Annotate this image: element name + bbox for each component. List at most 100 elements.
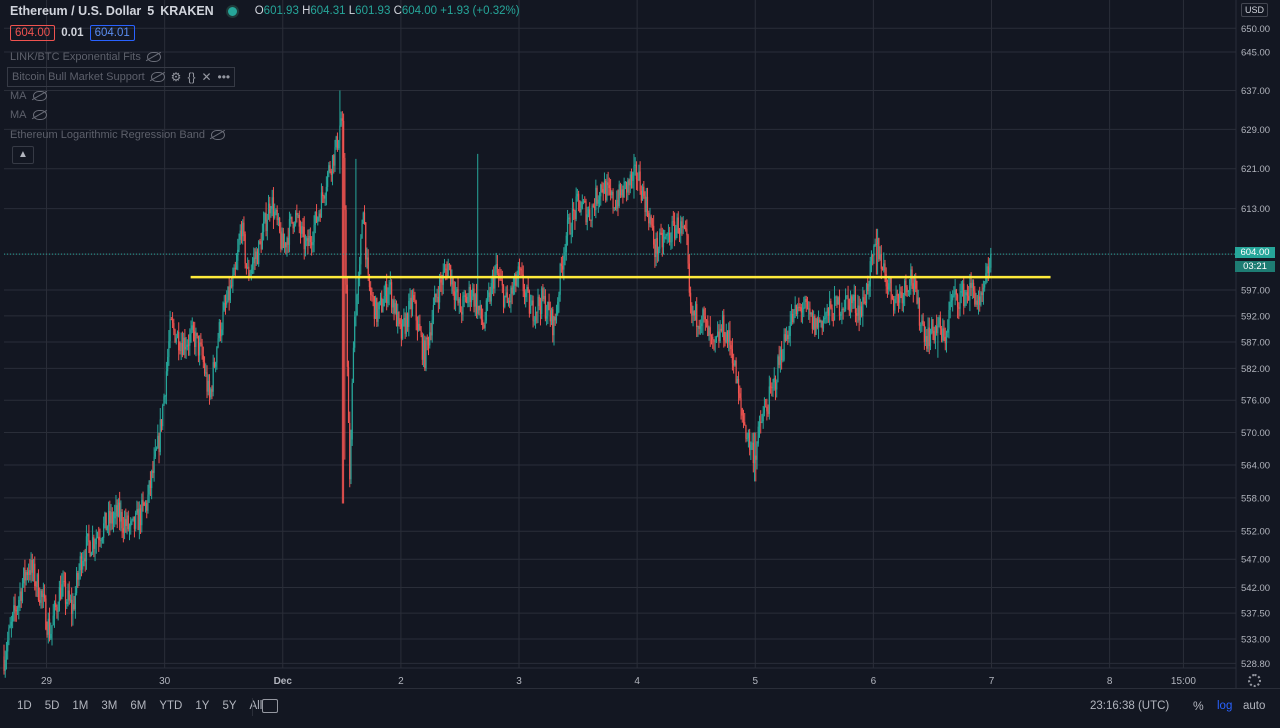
symbol-interval[interactable]: 5 [147,4,155,18]
gear-icon[interactable]: ⚙ [170,70,182,84]
candle [303,226,305,250]
buy-price-button[interactable]: 604.01 [89,25,135,41]
close-icon[interactable]: ✕ [201,70,212,84]
candle [414,300,416,302]
symbol-name[interactable]: Ethereum / U.S. Dollar [10,4,142,18]
candle [271,197,273,210]
candle [429,332,431,346]
candle [426,337,428,340]
symbol-exchange[interactable]: KRAKEN [160,4,214,18]
candle [233,267,235,276]
candle [256,251,259,265]
indicator-bull-market-support[interactable]: Bitcoin Bull Market Support ⚙ {} ✕ ••• [7,67,236,87]
candle [301,226,303,234]
price-axis-label: 637.00 [1241,86,1270,97]
candle [383,295,385,307]
more-icon[interactable]: ••• [217,70,231,84]
candle [662,238,665,248]
price-axis-label: 533.00 [1241,634,1270,645]
candle [190,329,192,335]
percent-scale-toggle[interactable]: % [1193,699,1204,713]
open-value: 601.93 [263,5,299,17]
candle [972,282,975,292]
candle [746,438,748,439]
candle [645,196,647,213]
candle [934,326,937,341]
candle [622,189,624,198]
candle [638,171,640,181]
candle [234,267,236,270]
candle [110,512,112,524]
go-to-date-icon[interactable] [262,699,278,713]
indicator-link-btc-fits[interactable]: LINK/BTC Exponential Fits [10,49,161,65]
eye-off-icon[interactable] [150,72,165,82]
candle [671,221,673,242]
candle [153,456,155,473]
candle [132,516,134,520]
collapse-legend-button[interactable]: ▲ [12,146,34,164]
range-1d[interactable]: 1D [17,700,32,712]
market-status-icon [225,4,239,18]
eye-off-icon[interactable] [32,91,47,101]
chart-settings-icon[interactable] [1248,674,1261,687]
candle [878,238,880,260]
candle [333,155,335,166]
candle [194,331,196,347]
candle [744,422,746,426]
candle [511,287,513,294]
range-3m[interactable]: 3M [101,700,118,712]
candle [938,317,940,325]
candle [821,320,823,329]
candle [672,221,674,223]
candle [324,195,326,199]
candle [322,192,324,197]
candle [757,426,759,444]
candle [789,321,791,336]
candle [717,331,719,337]
currency-label[interactable]: USD [1241,3,1269,17]
candle [664,236,666,239]
open-label: O [254,5,264,17]
candle [927,327,929,349]
log-scale-toggle[interactable]: log [1217,700,1233,712]
range-1y[interactable]: 1Y [195,700,210,712]
range-6m[interactable]: 6M [130,700,147,712]
range-1m[interactable]: 1M [72,700,89,712]
candles [3,90,992,678]
indicator-ma-2[interactable]: MA [10,107,47,123]
candle [480,305,483,320]
candle [705,319,708,321]
indicator-eth-log-regression[interactable]: Ethereum Logarithmic Regression Band [10,127,226,143]
range-ytd[interactable]: YTD [159,700,183,712]
utc-clock[interactable]: 23:16:38 (UTC) [1090,700,1170,712]
candle [859,306,861,321]
candle [720,328,722,331]
range-5y[interactable]: 5Y [222,700,237,712]
sell-price-button[interactable]: 604.00 [10,25,56,41]
candle [826,307,828,313]
candle [208,380,211,398]
candle [715,336,718,342]
auto-scale-toggle[interactable]: auto [1243,700,1266,712]
candle [928,327,930,347]
candle [886,286,889,290]
range-5d[interactable]: 5D [44,700,60,712]
eye-off-icon[interactable] [211,130,226,140]
price-axis-label: 582.00 [1241,364,1270,375]
candle [654,244,656,258]
candle [327,172,329,187]
candle [422,340,425,360]
indicator-ma-1[interactable]: MA [10,88,47,104]
candle [761,421,763,423]
change-value: +1.93 (+0.32%) [440,5,520,17]
eye-off-icon[interactable] [146,52,161,62]
candle [784,334,786,341]
eye-off-icon[interactable] [32,110,47,120]
candle [361,223,363,239]
candle [446,269,448,277]
candle [244,234,246,264]
candle [609,188,612,196]
braces-icon[interactable]: {} [187,70,196,84]
candle [608,185,610,189]
